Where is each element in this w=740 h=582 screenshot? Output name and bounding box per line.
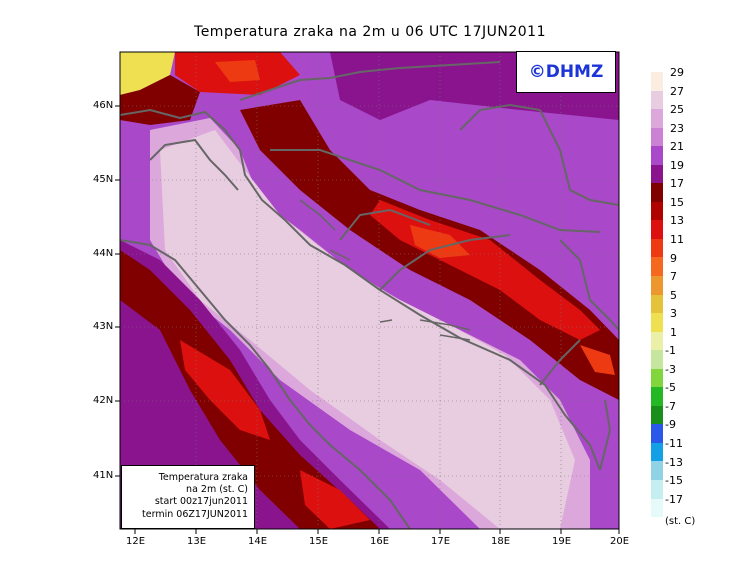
lon-label-17e: 17E (431, 536, 451, 547)
colorbar-swatch (651, 220, 663, 239)
colorbar-swatch (651, 257, 663, 277)
colorbar-swatch (651, 201, 663, 221)
colorbar-swatch (651, 146, 663, 165)
colorbar-unit: (st. C) (665, 516, 696, 527)
colorbar (651, 72, 663, 518)
colorbar-label: 19 (670, 158, 684, 172)
lon-label-16e: 16E (370, 536, 390, 547)
colorbar-swatch (651, 109, 663, 128)
colorbar-label: 13 (670, 214, 684, 228)
colorbar-swatch (651, 313, 663, 332)
colorbar-swatch (651, 183, 663, 202)
colorbar-label: 15 (670, 195, 684, 209)
colorbar-swatch (651, 276, 663, 295)
colorbar-label: 5 (670, 288, 677, 302)
colorbar-label: -5 (665, 381, 676, 395)
colorbar-label: 3 (670, 307, 677, 321)
colorbar-swatch (651, 164, 663, 184)
lon-label-14e: 14E (248, 536, 268, 547)
colorbar-swatch (651, 442, 663, 462)
lon-label-13e: 13E (187, 536, 207, 547)
colorbar-label: 17 (670, 177, 684, 191)
colorbar-label: -13 (665, 455, 683, 469)
colorbar-label: -3 (665, 362, 676, 376)
colorbar-swatch (651, 405, 663, 425)
lon-label-18e: 18E (491, 536, 511, 547)
colorbar-label: 21 (670, 140, 684, 154)
colorbar-swatch (651, 331, 663, 351)
lat-label-43n: 43N (93, 321, 114, 332)
lat-label-45n: 45N (93, 174, 114, 185)
colorbar-swatch (651, 294, 663, 314)
info-box: Temperatura zraka na 2m (st. C) start 00… (121, 465, 255, 529)
colorbar-swatch (651, 238, 663, 258)
colorbar-label: 27 (670, 84, 684, 98)
colorbar-label: 29 (670, 66, 684, 79)
colorbar-label: 7 (670, 270, 677, 284)
map-title: Temperatura zraka na 2m u 06 UTC 17JUN20… (194, 24, 546, 40)
colorbar-swatch (651, 368, 663, 388)
colorbar-swatch (651, 72, 663, 91)
lat-label-44n: 44N (93, 248, 114, 259)
colorbar-label: -15 (665, 474, 683, 488)
info-line-1: Temperatura zraka (158, 472, 248, 483)
lat-label-46n: 46N (93, 100, 114, 111)
colorbar-swatch (651, 350, 663, 369)
colorbar-swatch (651, 498, 663, 518)
lon-label-19e: 19E (552, 536, 572, 547)
info-line-3: start 00z17jun2011 (154, 496, 248, 508)
colorbar-swatch (651, 424, 663, 443)
colorbar-label: -7 (665, 399, 676, 413)
colorbar-label: 1 (670, 325, 677, 339)
dhmz-logo: ©DHMZ (516, 51, 616, 93)
lat-label-42n: 42N (93, 395, 114, 406)
islands (299, 199, 471, 341)
lon-label-12e: 12E (126, 536, 146, 547)
colorbar-swatch (651, 480, 663, 499)
coastline (120, 61, 619, 529)
info-line-4: termin 06Z17JUN2011 (142, 508, 248, 520)
lat-label-41n: 41N (93, 470, 114, 481)
colorbar-swatch (651, 387, 663, 406)
colorbar-swatch (651, 90, 663, 110)
colorbar-label: 11 (670, 232, 684, 246)
colorbar-label: 23 (670, 121, 684, 135)
map-field (120, 52, 619, 529)
colorbar-label: -1 (665, 344, 676, 358)
colorbar-swatch (651, 127, 663, 147)
lon-label-20e: 20E (610, 536, 630, 547)
colorbar-label: -11 (665, 437, 683, 450)
map-frame (119, 51, 620, 530)
colorbar-label: -17 (665, 492, 683, 506)
colorbar-label: 25 (670, 103, 684, 117)
colorbar-swatch (651, 461, 663, 481)
colorbar-label: -9 (665, 418, 676, 432)
lon-label-15e: 15E (309, 536, 329, 547)
colorbar-label: 9 (670, 251, 677, 265)
info-line-2: na 2m (st. C) (186, 484, 248, 496)
